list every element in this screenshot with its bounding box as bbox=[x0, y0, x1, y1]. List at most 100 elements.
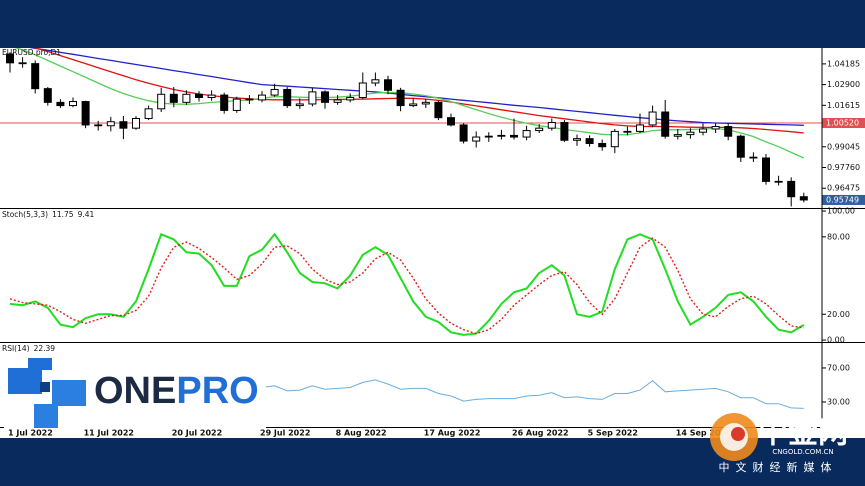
candle-body bbox=[459, 124, 468, 142]
candle-body bbox=[421, 101, 430, 105]
x-tick-label: 8 Aug 2022 bbox=[336, 429, 387, 438]
panel-value: 22.39 bbox=[34, 344, 56, 353]
logo-shape bbox=[34, 404, 58, 428]
candle-body bbox=[195, 93, 203, 99]
candle-body bbox=[6, 53, 14, 64]
candle-body bbox=[699, 128, 707, 133]
level-label: 1.00520 bbox=[826, 119, 859, 128]
candle-body bbox=[371, 79, 380, 84]
last-price-label: 0.95749 bbox=[826, 195, 859, 204]
candle-body bbox=[472, 136, 481, 142]
candle-body bbox=[232, 98, 241, 111]
y-tick-label: 30.00 bbox=[827, 397, 850, 406]
x-tick-label: 14 Sep 2022 bbox=[676, 429, 732, 438]
top-band bbox=[0, 0, 865, 48]
level-label-box bbox=[822, 118, 865, 128]
logo-domain: CNGOLD.COM.CN bbox=[772, 448, 833, 456]
candle-body bbox=[497, 134, 506, 137]
panel-value: 9.41 bbox=[78, 210, 95, 219]
candle-body bbox=[321, 91, 329, 103]
candle-body bbox=[132, 117, 140, 129]
logo-slogan: 中文财经新媒体 bbox=[719, 460, 838, 474]
x-tick-label: 17 Aug 2022 bbox=[424, 429, 481, 438]
candle-body bbox=[774, 180, 783, 183]
candle-body bbox=[799, 196, 808, 201]
y-tick-label: 70.00 bbox=[827, 363, 850, 372]
logo-text: ONEPRO bbox=[94, 370, 259, 412]
x-tick-label: 29 Jul 2022 bbox=[260, 429, 310, 438]
logo-shape bbox=[28, 358, 52, 370]
candle-body bbox=[510, 134, 518, 138]
logo-text-part: PRO bbox=[176, 370, 258, 412]
series-line bbox=[9, 232, 805, 336]
candle-body bbox=[106, 121, 115, 127]
candle-body bbox=[409, 103, 418, 107]
candle-body bbox=[18, 62, 27, 65]
candle-body bbox=[220, 94, 229, 111]
logo-site: 中金网 bbox=[758, 416, 848, 451]
logo-shape bbox=[52, 380, 86, 406]
candle-body bbox=[484, 135, 493, 138]
y-tick-label: 100.00 bbox=[827, 207, 855, 216]
candle-body bbox=[598, 142, 607, 148]
y-tick-label: 1.02900 bbox=[827, 80, 860, 89]
candle-body bbox=[56, 101, 65, 107]
candle-body bbox=[736, 135, 745, 158]
candle-body bbox=[333, 99, 342, 103]
y-tick-label: 0.96475 bbox=[827, 184, 860, 193]
candle-body bbox=[535, 127, 544, 132]
panel-title: RSI(14) bbox=[2, 344, 30, 353]
logo-text-part: ONE bbox=[94, 370, 176, 412]
candle-body bbox=[724, 126, 733, 137]
y-tick-label: 1.04185 bbox=[827, 59, 860, 68]
candle-body bbox=[434, 101, 443, 119]
y-tick-label: 0.99045 bbox=[827, 142, 860, 151]
panel-title: EURUSD.pro,D1 bbox=[2, 48, 61, 57]
x-tick-label: 26 Aug 2022 bbox=[512, 429, 569, 438]
candle-body bbox=[396, 89, 405, 107]
logo-shape bbox=[8, 368, 42, 394]
candle-body bbox=[119, 121, 128, 129]
logo-circle bbox=[731, 427, 745, 441]
cngold-logo: 中金网 CNGOLD.COM.CN 中文财经新媒体 bbox=[710, 413, 848, 474]
candle-body bbox=[522, 130, 531, 138]
candle-body bbox=[308, 91, 317, 105]
candle-body bbox=[749, 156, 758, 159]
candle-body bbox=[661, 111, 670, 137]
panel-title: Stoch(5,3,3) bbox=[2, 210, 48, 219]
y-tick-label: 0.97760 bbox=[827, 163, 860, 172]
y-tick-label: 1.01615 bbox=[827, 101, 860, 110]
y-tick-label: 0.00 bbox=[827, 336, 845, 345]
candle-body bbox=[81, 101, 90, 126]
candle-body bbox=[560, 122, 569, 141]
candle-body bbox=[648, 111, 657, 126]
candle-body bbox=[43, 88, 52, 103]
plot-layer: 1.04185 1.02900 1.01615 0.99045 0.97760 0.964… bbox=[0, 48, 865, 438]
logo-shape bbox=[40, 382, 50, 392]
candle-body bbox=[573, 138, 581, 141]
y-tick-label: 80.00 bbox=[827, 232, 850, 241]
candle-body bbox=[673, 134, 682, 137]
candle-body bbox=[270, 88, 279, 96]
series-line bbox=[14, 48, 805, 159]
candle-body bbox=[31, 63, 40, 90]
candle-body bbox=[346, 97, 355, 101]
candle-body bbox=[585, 138, 594, 144]
panel-value: 11.75 bbox=[52, 210, 74, 219]
candle-body bbox=[157, 93, 166, 110]
candle-body bbox=[787, 180, 796, 198]
candle-body bbox=[295, 103, 304, 107]
candle-body bbox=[69, 101, 77, 107]
candle-body bbox=[207, 94, 216, 99]
candle-body bbox=[283, 88, 292, 107]
candle-body bbox=[623, 130, 632, 133]
candle-body bbox=[94, 124, 103, 127]
x-tick-label: 20 Jul 2022 bbox=[172, 429, 222, 438]
y-tick-label: 20.00 bbox=[827, 310, 850, 319]
candle-body bbox=[169, 93, 178, 103]
series-line bbox=[29, 48, 804, 126]
candle-body bbox=[182, 93, 191, 103]
candle-body bbox=[144, 108, 153, 119]
